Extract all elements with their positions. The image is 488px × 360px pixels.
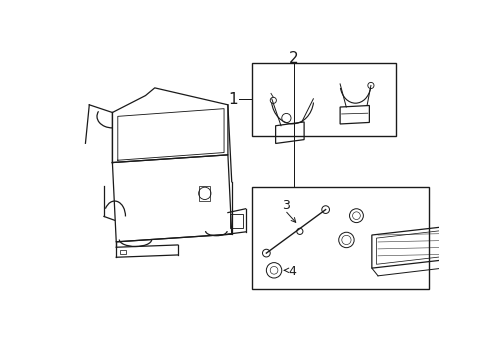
Text: 3: 3	[281, 199, 289, 212]
Bar	[120, 249, 126, 254]
Text: 2: 2	[288, 51, 298, 66]
Bar	[252, 187, 428, 288]
Text: 4: 4	[287, 265, 295, 278]
Text: 1: 1	[228, 92, 237, 107]
Bar	[199, 186, 210, 201]
Bar	[230, 214, 242, 228]
Bar	[252, 63, 395, 136]
